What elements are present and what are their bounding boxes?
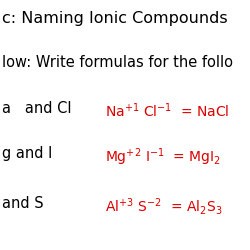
Text: c: Naming Ionic Compounds: c: Naming Ionic Compounds — [2, 11, 228, 26]
Text: Al$^{+3}$ S$^{-2}$  = Al$_2$S$_3$: Al$^{+3}$ S$^{-2}$ = Al$_2$S$_3$ — [105, 196, 222, 217]
Text: Mg$^{+2}$ I$^{-1}$  = MgI$_2$: Mg$^{+2}$ I$^{-1}$ = MgI$_2$ — [105, 146, 221, 168]
Text: and S: and S — [2, 196, 44, 211]
Text: low: Write formulas for the follo: low: Write formulas for the follo — [2, 55, 234, 70]
Text: g and I: g and I — [2, 146, 53, 161]
Text: Na$^{+1}$ Cl$^{-1}$  = NaCl: Na$^{+1}$ Cl$^{-1}$ = NaCl — [105, 101, 230, 120]
Text: a   and Cl: a and Cl — [2, 101, 72, 116]
